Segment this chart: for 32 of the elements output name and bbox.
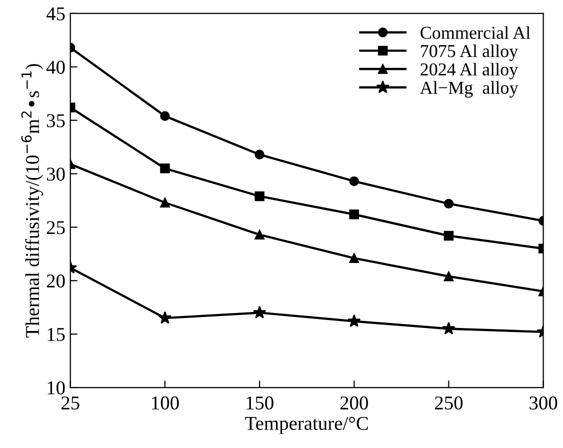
x-tick-label: 25 [62, 396, 80, 410]
y-tick-label: 20 [46, 274, 65, 288]
x-tick-label: 100 [152, 396, 179, 410]
y-tick-label: 40 [46, 60, 65, 74]
y-axis-title: Thermal diffusivity/(10$^{−6}$m$^{2}$•s$^{−1}$) [21, 64, 44, 338]
point [254, 230, 264, 240]
x-axis-title: Temperature/°C [245, 416, 368, 434]
x-tick-label: 300 [530, 396, 558, 410]
y-tick-label: 15 [48, 328, 65, 342]
x-tick-label: 200 [340, 396, 368, 410]
point [160, 198, 170, 208]
point [349, 210, 359, 220]
legend-label: Al−Mg alloy [420, 81, 518, 98]
point [158, 311, 172, 324]
x-tick-label: 150 [246, 396, 274, 410]
y-tick-label: 25 [46, 221, 65, 234]
legend-label: Commercial Al [420, 26, 530, 39]
point [349, 253, 359, 264]
y-tick-label: 10 [48, 381, 65, 394]
legend-label: 2024 Al alloy [420, 62, 518, 80]
y-tick-label: 35 [47, 114, 65, 128]
point [347, 314, 361, 328]
x-tick-label: 250 [434, 396, 463, 410]
point [160, 111, 170, 121]
point [252, 306, 266, 318]
y-tick-label: 30 [47, 168, 65, 181]
point [160, 164, 170, 174]
point [349, 176, 359, 186]
point [254, 150, 264, 160]
y-tick-label: 45 [46, 7, 65, 20]
point [254, 191, 264, 202]
legend-label: 7075 Al alloy [421, 44, 518, 61]
